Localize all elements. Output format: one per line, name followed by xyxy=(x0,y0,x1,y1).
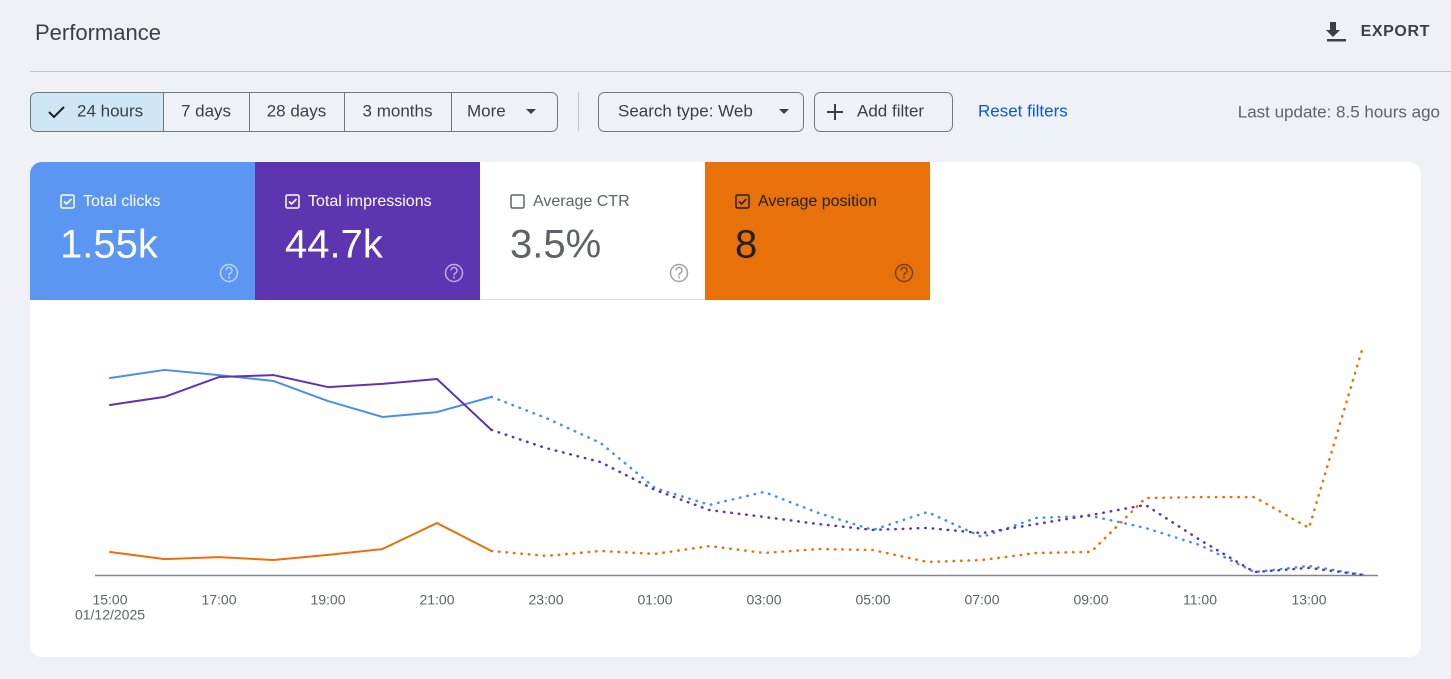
search-type-label[interactable]: Search type: Web xyxy=(618,101,753,120)
metric-tile[interactable]: Total impressions 44.7k xyxy=(255,162,480,300)
checkbox-check xyxy=(738,198,748,206)
checkbox xyxy=(285,194,300,209)
x-tick-label: 03:00 xyxy=(746,592,781,608)
help-icon xyxy=(444,263,464,283)
option-label[interactable]: 7 days xyxy=(181,101,231,120)
metric-value: 3.5% xyxy=(510,223,601,267)
search-type-button[interactable]: Search type: Web xyxy=(598,92,804,132)
x-tick-label: 11:00 xyxy=(1183,592,1217,608)
help-icon-dot xyxy=(228,276,230,279)
help-icon-mark xyxy=(450,266,458,276)
metric-label: Average CTR xyxy=(533,193,630,210)
plot: 15:00 17:00 19:00 21:00 23:00 01:00 03:00 05:00… xyxy=(75,343,1365,623)
x-tick-label: 23:00 xyxy=(528,592,563,608)
help-icon-dot xyxy=(453,276,455,279)
help-icon xyxy=(669,263,689,283)
date-range-border xyxy=(30,92,558,132)
tile-background xyxy=(480,162,705,300)
date-range-option[interactable]: 24 hours xyxy=(30,92,163,132)
date-range-option[interactable]: 7 days xyxy=(163,92,249,132)
x-tick-label: 15:00 xyxy=(92,592,127,608)
series-line-provisional xyxy=(490,428,1365,577)
button-border xyxy=(598,92,804,132)
export-button[interactable]: EXPORT xyxy=(1326,22,1430,42)
metric-value: 44.7k xyxy=(285,223,384,267)
add-filter-button[interactable]: Add filter xyxy=(814,92,953,132)
option-label[interactable]: 24 hours xyxy=(77,101,143,120)
series-line-provisional xyxy=(490,395,1365,577)
series-line xyxy=(109,374,493,431)
x-tick-label: 07:00 xyxy=(964,592,999,608)
check-icon xyxy=(48,106,65,119)
x-tick-label: 09:00 xyxy=(1073,592,1108,608)
tile-background xyxy=(255,162,480,300)
add-filter-label[interactable]: Add filter xyxy=(857,101,924,120)
plus-icon xyxy=(827,104,843,120)
help-icon-dot xyxy=(903,276,905,279)
button-border xyxy=(814,92,953,132)
date-range-option[interactable]: More xyxy=(451,92,557,132)
metric-tiles: Total clicks 1.55k Total impressions 44.7k A… xyxy=(30,162,930,300)
x-date-label: 01/12/2025 xyxy=(75,607,145,623)
checkbox xyxy=(60,194,75,209)
help-icon xyxy=(219,263,239,283)
series-line xyxy=(109,368,493,418)
x-tick-label: 05:00 xyxy=(855,592,890,608)
help-icon-mark xyxy=(675,266,683,276)
metric-label: Total clicks xyxy=(83,193,160,210)
page-title: Performance xyxy=(35,20,161,45)
x-tick-label: 13:00 xyxy=(1291,592,1326,608)
checkbox xyxy=(510,194,525,209)
series-line xyxy=(109,522,493,562)
checkbox xyxy=(735,194,750,209)
x-tick-label: 19:00 xyxy=(310,592,345,608)
option-label[interactable]: More xyxy=(467,101,506,120)
checkbox-check xyxy=(63,198,73,206)
metric-tile[interactable]: Total clicks 1.55k xyxy=(30,162,255,300)
help-icon-dot xyxy=(678,276,680,279)
help-icon xyxy=(894,263,914,283)
reset-filters-link[interactable]: Reset filters xyxy=(978,101,1068,120)
export-icon xyxy=(1326,22,1346,42)
option-label[interactable]: 28 days xyxy=(267,101,327,120)
date-range-option[interactable]: 3 months xyxy=(344,92,451,132)
checkbox-check xyxy=(288,198,298,206)
metric-label: Average position xyxy=(758,193,877,210)
x-tick-label: 01:00 xyxy=(637,592,672,608)
option-background xyxy=(30,92,163,132)
metric-value: 1.55k xyxy=(60,223,159,267)
dropdown-icon xyxy=(779,109,789,114)
dropdown-icon xyxy=(526,109,536,114)
tile-background xyxy=(30,162,255,300)
help-icon-mark xyxy=(225,266,233,276)
x-tick-label: 17:00 xyxy=(201,592,236,608)
option-label[interactable]: 3 months xyxy=(363,101,433,120)
metric-label: Total impressions xyxy=(308,193,432,210)
x-tick-label: 21:00 xyxy=(419,592,454,608)
date-range-option[interactable]: 28 days xyxy=(249,92,344,132)
export-label[interactable]: EXPORT xyxy=(1361,23,1430,40)
help-icon-mark xyxy=(900,266,908,276)
metric-value: 8 xyxy=(735,223,757,267)
last-update: Last update: 8.5 hours ago xyxy=(1238,102,1440,121)
tile-background xyxy=(705,162,930,300)
metric-tile[interactable]: Average CTR 3.5% xyxy=(480,162,705,300)
date-range-group: 24 hours 7 days 28 days 3 months More xyxy=(30,92,557,132)
